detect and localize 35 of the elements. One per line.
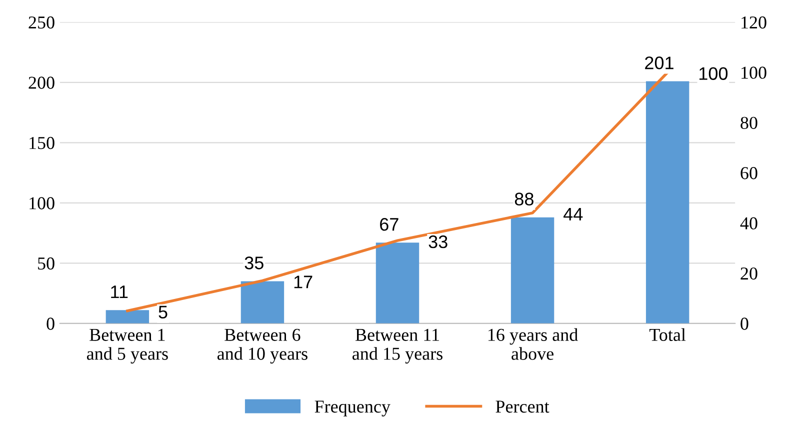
y-tick-label: 150 — [30, 136, 54, 150]
y2-tick-label: 120 — [742, 16, 766, 29]
data-label: 11 — [111, 286, 128, 298]
x-tick-label: Total — [649, 328, 686, 341]
data-label: 5 — [158, 306, 168, 318]
legend-label: Frequency — [314, 400, 390, 416]
y2-tick-label: 60 — [740, 167, 758, 180]
x-tick-label: Between 6 and 10 years — [217, 328, 308, 364]
y-tick-label: 200 — [28, 76, 54, 89]
y2-tick-label: 0 — [740, 318, 748, 330]
bar — [106, 310, 150, 324]
bar — [646, 81, 690, 324]
y2-tick-label: 20 — [740, 267, 758, 280]
legend-label: Percent — [496, 400, 550, 413]
y2-tick-label: 80 — [740, 116, 758, 130]
data-label: 88 — [514, 192, 534, 206]
y2-tick-label: 40 — [740, 217, 758, 230]
bar — [510, 217, 554, 324]
x-tick-label: Between 1 and 5 years — [86, 328, 168, 364]
x-tick-label: 16 years and above — [488, 328, 578, 360]
data-label: 201 — [645, 56, 674, 70]
bar — [376, 242, 420, 324]
data-label: 100 — [699, 67, 728, 80]
data-label: 67 — [380, 218, 398, 231]
y-tick-label: 250 — [28, 16, 54, 29]
y-tick-label: 0 — [46, 318, 54, 330]
data-label: 33 — [428, 235, 448, 248]
y-tick-label: 50 — [38, 257, 54, 270]
data-label: 35 — [244, 256, 264, 270]
y2-tick-label: 100 — [742, 66, 766, 79]
bar — [240, 281, 284, 324]
data-label: 17 — [294, 276, 312, 288]
x-tick-label: Between 11 and 15 years — [352, 328, 442, 364]
data-label: 44 — [564, 208, 583, 220]
y-tick-label: 100 — [30, 197, 54, 210]
